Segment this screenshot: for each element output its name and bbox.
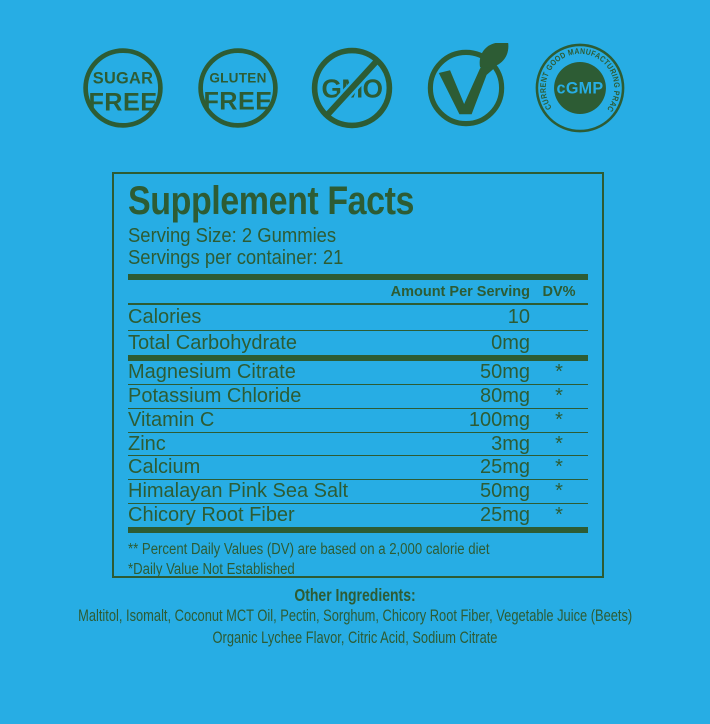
header-amount: Amount Per Serving — [390, 284, 530, 301]
servings-per-container: Servings per container: 21 — [128, 246, 344, 270]
row-dv: * — [555, 432, 563, 455]
divider-thick — [128, 355, 588, 362]
non-gmo-badge-icon: GMO — [309, 45, 395, 131]
row-amount: 100mg — [468, 408, 530, 431]
table-row: Magnesium Citrate 50mg * — [128, 361, 588, 385]
table-header-row: Amount Per Serving DV% — [128, 280, 588, 306]
table-row: Himalayan Pink Sea Salt 50mg * — [128, 480, 588, 504]
other-ingredients-line2: Organic Lychee Flavor, Citric Acid, Sodi… — [212, 628, 498, 647]
other-ingredients-section: Other Ingredients: Maltitol, Isomalt, Co… — [0, 584, 710, 649]
row-name: Chicory Root Fiber — [128, 503, 295, 526]
row-name: Zinc — [128, 432, 166, 455]
row-dv: * — [555, 384, 563, 407]
row-dv: * — [555, 408, 563, 431]
footnote-not-established: *Daily Value Not Established — [128, 561, 295, 578]
row-name: Magnesium Citrate — [128, 361, 296, 384]
row-dv: * — [555, 503, 563, 526]
row-dv: * — [555, 361, 563, 384]
table-row: Calories 10 — [128, 305, 588, 331]
footnote-dv: ** Percent Daily Values (DV) are based o… — [128, 540, 490, 558]
row-amount: 80mg — [479, 384, 530, 407]
sugar-free-badge-icon: SUGAR FREE — [80, 45, 166, 131]
table-row: Total Carbohydrate 0mg — [128, 331, 588, 356]
row-name: Potassium Chloride — [128, 384, 302, 407]
row-amount: 50mg — [479, 361, 530, 384]
serving-size: Serving Size: 2 Gummies — [128, 224, 337, 248]
table-row: Potassium Chloride 80mg * — [128, 385, 588, 409]
table-row: Chicory Root Fiber 25mg * — [128, 504, 588, 527]
table-row: Vitamin C 100mg * — [128, 409, 588, 433]
other-ingredients-line1: Maltitol, Isomalt, Coconut MCT Oil, Pect… — [78, 607, 633, 625]
supplement-facts-panel: Supplement Facts Serving Size: 2 Gummies… — [112, 172, 604, 578]
footnotes: ** Percent Daily Values (DV) are based o… — [128, 540, 588, 578]
gluten-free-line1: GLUTEN — [209, 70, 266, 85]
row-name: Calories — [128, 306, 202, 329]
row-name: Calcium — [128, 456, 201, 479]
divider-thick — [128, 526, 588, 533]
row-amount: 50mg — [479, 480, 530, 503]
panel-title: Supplement Facts — [128, 179, 415, 223]
row-name: Total Carbohydrate — [128, 331, 297, 354]
row-amount: 0mg — [491, 331, 530, 354]
row-amount: 25mg — [479, 503, 530, 526]
divider-thick — [128, 274, 588, 281]
vegan-v-shape — [438, 60, 495, 115]
row-dv: * — [555, 480, 563, 503]
header-dv: DV% — [542, 284, 576, 301]
sugar-free-line2: FREE — [88, 88, 157, 116]
gluten-free-badge-icon: GLUTEN FREE — [195, 45, 281, 131]
cgmp-center-label: cGMP — [557, 79, 604, 97]
row-name: Himalayan Pink Sea Salt — [128, 480, 349, 503]
row-dv: * — [555, 456, 563, 479]
table-row: Zinc 3mg * — [128, 433, 588, 457]
row-name: Vitamin C — [128, 408, 215, 431]
gluten-free-line2: FREE — [203, 88, 272, 116]
vegan-leaf-shape — [479, 43, 509, 68]
sugar-free-line1: SUGAR — [93, 69, 153, 87]
row-amount: 10 — [507, 306, 530, 329]
row-amount: 25mg — [479, 456, 530, 479]
cgmp-badge-icon: CURRENT GOOD MANUFACTURING PRACTICE cGMP — [533, 41, 627, 135]
other-ingredients-heading: Other Ingredients: — [294, 585, 416, 605]
vegan-badge-icon — [421, 43, 511, 133]
table-row: Calcium 25mg * — [128, 456, 588, 481]
row-amount: 3mg — [491, 432, 530, 455]
